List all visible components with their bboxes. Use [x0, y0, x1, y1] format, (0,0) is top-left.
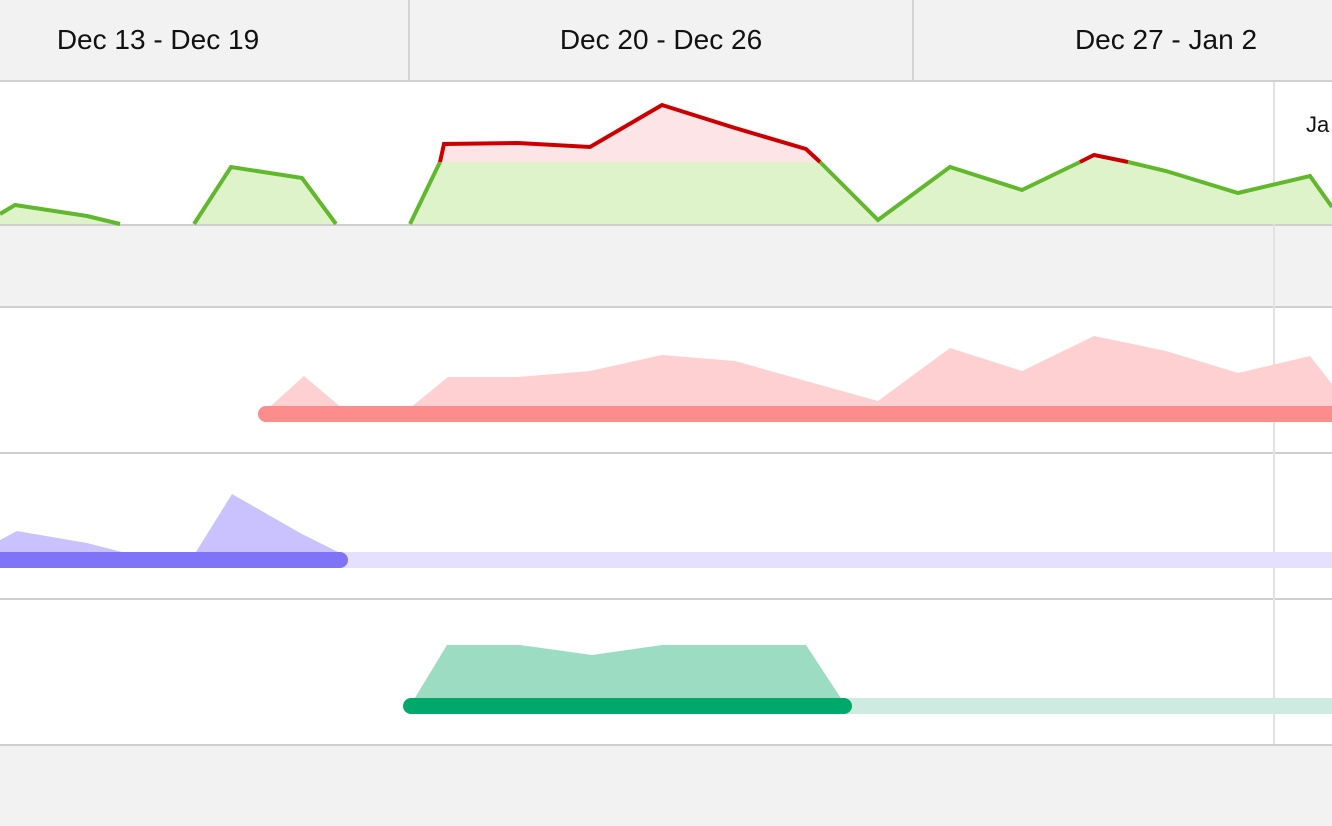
week-column-header: Dec 13 - Dec 19 [56, 24, 260, 55]
workload-area [262, 336, 1332, 414]
row-divider [0, 744, 1332, 746]
capacity-area [0, 158, 1332, 224]
timeline-header: Dec 13 - Dec 19 Dec 20 - Dec 26 Dec 27 -… [0, 0, 1332, 82]
week-divider [408, 0, 410, 80]
week-column-header: Dec 20 - Dec 26 [559, 24, 763, 55]
overload-line [438, 102, 822, 164]
row-divider [0, 598, 1332, 600]
week-column-header: Dec 27 - Jan 2 [1074, 24, 1258, 55]
capacity-line [408, 161, 442, 225]
row-divider [0, 306, 1332, 308]
today-marker-label: Ja [1306, 112, 1330, 137]
overload-area [440, 105, 820, 162]
capacity-line [818, 160, 1081, 223]
workload-area [0, 494, 342, 560]
capacity-line [0, 202, 121, 226]
row-divider [0, 224, 1332, 226]
capacity-line [1127, 160, 1332, 209]
week-divider [912, 0, 914, 80]
row-divider [0, 452, 1332, 454]
overload-line [1079, 152, 1129, 164]
workload-area [410, 645, 846, 706]
capacity-line [192, 164, 338, 226]
